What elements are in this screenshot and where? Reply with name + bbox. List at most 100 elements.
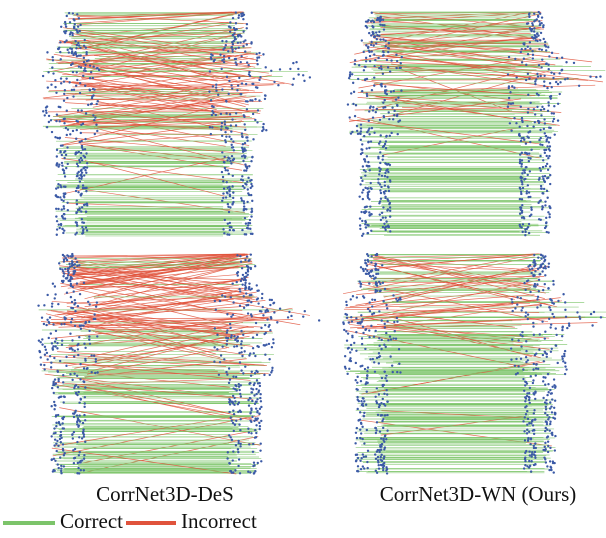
point (377, 57, 379, 59)
point (541, 144, 543, 146)
point (372, 358, 374, 360)
point (546, 190, 548, 192)
point (213, 346, 215, 348)
point (232, 191, 234, 193)
point (530, 272, 532, 274)
point (229, 21, 231, 23)
point (63, 185, 65, 187)
point (382, 19, 384, 21)
point (387, 51, 389, 53)
point (54, 285, 56, 287)
point (372, 109, 374, 111)
point (564, 78, 566, 80)
point (393, 321, 395, 323)
point (210, 53, 212, 55)
point (250, 215, 252, 217)
point (273, 81, 275, 83)
point (382, 300, 384, 302)
point (511, 310, 513, 312)
point (531, 420, 533, 422)
point (257, 302, 259, 304)
point (60, 472, 62, 474)
point (549, 460, 551, 462)
point (543, 179, 545, 181)
point (240, 330, 242, 332)
point (529, 48, 531, 50)
point (385, 220, 387, 222)
point (527, 111, 529, 113)
point (78, 17, 80, 19)
point (233, 430, 235, 432)
point (538, 120, 540, 122)
point (538, 290, 540, 292)
point (260, 443, 262, 445)
point (374, 453, 376, 455)
point (578, 85, 580, 87)
point (54, 340, 56, 342)
point (258, 382, 260, 384)
point (541, 208, 543, 210)
point (380, 339, 382, 341)
point (55, 215, 57, 217)
point (533, 30, 535, 32)
point (254, 372, 256, 374)
point (530, 209, 532, 211)
point (60, 199, 62, 201)
point (223, 156, 225, 158)
point (74, 385, 76, 387)
point (522, 223, 524, 225)
point (370, 261, 372, 263)
point (527, 440, 529, 442)
point (566, 327, 568, 329)
point (252, 347, 254, 349)
point (269, 329, 271, 331)
point (63, 213, 65, 215)
point (536, 40, 538, 42)
point (386, 209, 388, 211)
point (76, 225, 78, 227)
point (226, 181, 228, 183)
point (57, 378, 59, 380)
point (548, 68, 550, 70)
point (83, 167, 85, 169)
point (254, 403, 256, 405)
point (551, 86, 553, 88)
point (72, 437, 74, 439)
point (53, 392, 55, 394)
point (380, 219, 382, 221)
point (544, 442, 546, 444)
point (388, 118, 390, 120)
point (55, 208, 57, 210)
point (75, 392, 77, 394)
point (224, 120, 226, 122)
point (351, 336, 353, 338)
point (242, 30, 244, 32)
point (549, 421, 551, 423)
point (547, 136, 549, 138)
point (356, 427, 358, 429)
point (561, 335, 563, 337)
point (381, 464, 383, 466)
point (243, 202, 245, 204)
point (250, 387, 252, 389)
point (84, 396, 86, 398)
point (71, 89, 73, 91)
point (76, 394, 78, 396)
point (277, 84, 279, 86)
point (521, 331, 523, 333)
point (361, 220, 363, 222)
point (248, 194, 250, 196)
point (240, 343, 242, 345)
point (90, 354, 92, 356)
point (221, 135, 223, 137)
point (80, 469, 82, 471)
point (241, 229, 243, 231)
point (93, 119, 95, 121)
point (78, 264, 80, 266)
point (241, 267, 243, 269)
point (95, 305, 97, 307)
point (247, 265, 249, 267)
point (96, 335, 98, 337)
point (239, 290, 241, 292)
point (262, 306, 264, 308)
